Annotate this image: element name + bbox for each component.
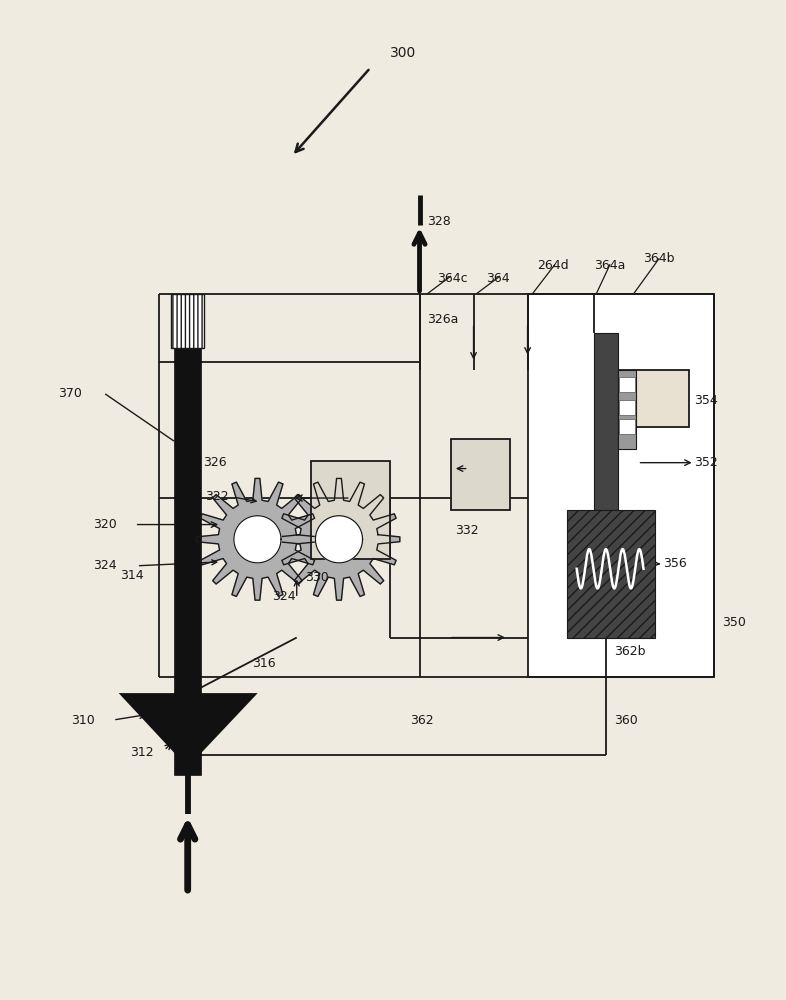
- Text: 324: 324: [272, 590, 296, 603]
- Text: 322: 322: [205, 490, 229, 503]
- Bar: [614, 370, 689, 427]
- Text: 320: 320: [94, 518, 117, 531]
- Text: 314: 314: [120, 569, 144, 582]
- Text: 326a: 326a: [428, 313, 459, 326]
- Text: 350: 350: [722, 616, 746, 629]
- Polygon shape: [315, 516, 362, 563]
- Bar: [567, 510, 656, 638]
- Polygon shape: [278, 478, 400, 600]
- Text: 300: 300: [390, 46, 417, 60]
- Text: 330: 330: [306, 571, 329, 584]
- Bar: [619, 400, 634, 415]
- Text: 364: 364: [487, 272, 510, 285]
- Bar: [527, 294, 714, 677]
- Text: 310: 310: [71, 714, 94, 727]
- Text: 312: 312: [130, 746, 153, 759]
- Text: 328: 328: [428, 215, 451, 228]
- Text: 322: 322: [310, 500, 333, 513]
- Text: 362: 362: [410, 714, 433, 727]
- Bar: [619, 377, 634, 392]
- Bar: [619, 419, 634, 434]
- Bar: [174, 294, 201, 775]
- Text: 316: 316: [252, 657, 276, 670]
- Text: 360: 360: [614, 714, 637, 727]
- Polygon shape: [122, 695, 255, 765]
- Text: 324: 324: [94, 559, 117, 572]
- Text: 362b: 362b: [614, 645, 645, 658]
- Bar: [451, 439, 510, 510]
- Text: 364b: 364b: [644, 252, 675, 265]
- Text: 264d: 264d: [538, 259, 569, 272]
- Polygon shape: [196, 478, 318, 600]
- Bar: [311, 461, 390, 559]
- Text: 370: 370: [58, 387, 82, 400]
- Text: 352: 352: [695, 456, 718, 469]
- Text: 354: 354: [695, 394, 718, 407]
- Text: 326: 326: [204, 456, 227, 469]
- Polygon shape: [234, 516, 281, 563]
- Bar: [618, 370, 636, 449]
- Text: 364a: 364a: [594, 259, 626, 272]
- Text: 356: 356: [663, 557, 687, 570]
- Bar: [171, 294, 204, 348]
- Text: 332: 332: [455, 524, 479, 537]
- Text: 364c: 364c: [437, 272, 468, 285]
- Bar: [594, 333, 618, 510]
